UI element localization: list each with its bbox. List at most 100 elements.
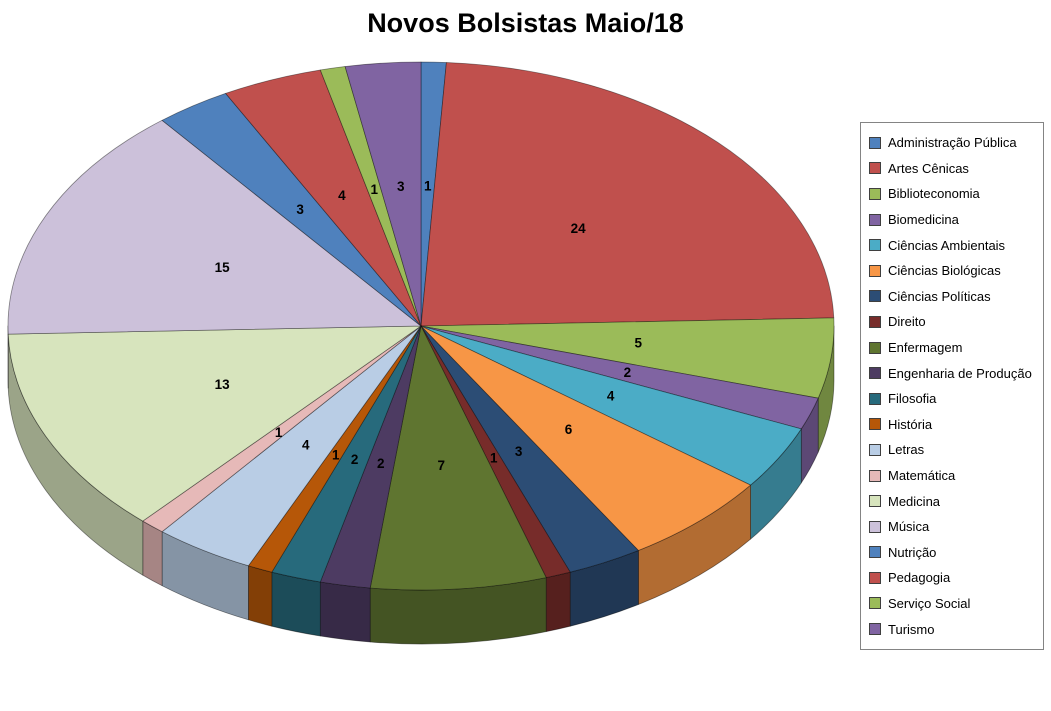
legend-item-ciencias-biologicas: Ciências Biológicas <box>869 258 1035 284</box>
data-label-matematica: 1 <box>275 425 283 440</box>
legend-item-direito: Direito <box>869 309 1035 335</box>
legend-label-ciencias-biologicas: Ciências Biológicas <box>888 263 1001 279</box>
pie-slice-side-engenharia-de-producao <box>319 581 371 643</box>
legend-item-artes-cenicas: Artes Cênicas <box>869 156 1035 182</box>
legend-item-administracao-publica: Administração Pública <box>869 130 1035 156</box>
data-label-biblioteconomia: 5 <box>634 336 642 351</box>
pie-slice-enfermagem <box>369 325 547 591</box>
pie-slice-artes-cenicas <box>420 62 835 327</box>
legend-swatch-engenharia-de-producao <box>869 367 881 380</box>
legend-swatch-enfermagem <box>869 341 881 354</box>
legend-item-biomedicina: Biomedicina <box>869 207 1035 233</box>
data-label-engenharia-de-producao: 2 <box>377 456 385 471</box>
legend-swatch-filosofia <box>869 392 881 405</box>
legend-label-turismo: Turismo <box>888 621 935 637</box>
legend-item-turismo: Turismo <box>869 616 1035 642</box>
pie-slice-ciencias-ambientais <box>420 325 802 486</box>
pie-slice-filosofia <box>271 325 422 583</box>
pie-slice-ciencias-politicas <box>420 325 639 573</box>
legend-item-ciencias-ambientais: Ciências Ambientais <box>869 232 1035 258</box>
data-label-enfermagem: 7 <box>437 458 445 473</box>
legend-label-filosofia: Filosofia <box>888 391 937 407</box>
legend-label-pedagogia: Pedagogia <box>888 570 951 586</box>
legend-item-pedagogia: Pedagogia <box>869 565 1035 591</box>
pie-slice-side-historia <box>248 565 273 627</box>
legend-swatch-medicina <box>869 495 881 508</box>
legend-label-historia: História <box>888 416 933 432</box>
legend-swatch-ciencias-ambientais <box>869 239 881 252</box>
legend-swatch-matematica <box>869 469 881 482</box>
legend-swatch-administracao-publica <box>869 136 881 149</box>
legend-swatch-historia <box>869 418 881 431</box>
legend-swatch-biomedicina <box>869 213 881 226</box>
legend-item-nutricao: Nutrição <box>869 540 1035 566</box>
legend-swatch-ciencias-biologicas <box>869 264 881 277</box>
pie-slice-medicina <box>7 325 422 522</box>
pie-slice-pedagogia <box>225 69 422 327</box>
legend-item-letras: Letras <box>869 437 1035 463</box>
legend-label-biomedicina: Biomedicina <box>888 212 959 228</box>
legend-swatch-turismo <box>869 623 881 636</box>
data-label-administracao-publica: 1 <box>424 179 432 194</box>
pie-slice-administracao-publica <box>420 61 447 327</box>
pie-slice-biomedicina <box>420 325 819 430</box>
legend-label-matematica: Matemática <box>888 468 956 484</box>
legend-swatch-letras <box>869 443 881 456</box>
pie-slice-engenharia-de-producao <box>319 325 422 589</box>
pie-slice-side-matematica <box>142 520 163 587</box>
legend-label-medicina: Medicina <box>888 493 941 509</box>
pie-slice-musica <box>7 119 422 335</box>
legend-item-historia: História <box>869 412 1035 438</box>
legend-label-servico-social: Serviço Social <box>888 595 971 611</box>
pie-slice-historia <box>248 325 422 573</box>
legend-swatch-ciencias-politicas <box>869 290 881 303</box>
legend-item-biblioteconomia: Biblioteconomia <box>869 181 1035 207</box>
legend-swatch-artes-cenicas <box>869 162 881 175</box>
data-label-musica: 15 <box>215 260 231 275</box>
pie-slice-letras <box>161 325 422 567</box>
legend-item-enfermagem: Enfermagem <box>869 335 1035 361</box>
legend-label-biblioteconomia: Biblioteconomia <box>888 186 980 202</box>
legend: Administração Pública Artes Cênicas Biblio… <box>860 122 1044 650</box>
legend-label-ciencias-ambientais: Ciências Ambientais <box>888 237 1006 253</box>
data-label-direito: 1 <box>490 451 498 466</box>
legend-label-letras: Letras <box>888 442 925 458</box>
legend-label-administracao-publica: Administração Pública <box>888 135 1017 151</box>
legend-item-servico-social: Serviço Social <box>869 591 1035 617</box>
pie-slice-direito <box>420 325 571 578</box>
pie-slice-servico-social <box>319 66 422 327</box>
legend-swatch-biblioteconomia <box>869 187 881 200</box>
data-label-turismo: 3 <box>397 179 405 194</box>
legend-swatch-direito <box>869 315 881 328</box>
data-label-medicina: 13 <box>215 377 231 392</box>
data-label-nutricao: 3 <box>296 202 304 217</box>
legend-label-ciencias-politicas: Ciências Políticas <box>888 288 991 304</box>
legend-label-musica: Música <box>888 519 930 535</box>
data-label-biomedicina: 2 <box>624 365 632 380</box>
legend-item-medicina: Medicina <box>869 488 1035 514</box>
data-label-pedagogia: 4 <box>338 188 346 203</box>
legend-label-nutricao: Nutrição <box>888 544 937 560</box>
data-label-historia: 1 <box>332 447 340 462</box>
legend-swatch-servico-social <box>869 597 881 610</box>
pie-slice-side-filosofia <box>271 571 321 637</box>
data-label-servico-social: 1 <box>370 182 378 197</box>
chart-title: Novos Bolsistas Maio/18 <box>367 8 684 38</box>
pie-slice-nutricao <box>161 93 422 327</box>
data-label-letras: 4 <box>302 438 310 453</box>
legend-swatch-nutricao <box>869 546 881 559</box>
data-label-artes-cenicas: 24 <box>571 221 587 236</box>
data-label-ciencias-biologicas: 6 <box>565 422 573 437</box>
data-label-ciencias-politicas: 3 <box>515 444 523 459</box>
legend-item-ciencias-politicas: Ciências Políticas <box>869 284 1035 310</box>
legend-label-engenharia-de-producao: Engenharia de Produção <box>888 365 1032 381</box>
data-label-ciencias-ambientais: 4 <box>607 389 615 404</box>
legend-label-enfermagem: Enfermagem <box>888 340 963 356</box>
legend-label-artes-cenicas: Artes Cênicas <box>888 160 969 176</box>
data-label-filosofia: 2 <box>351 452 359 467</box>
legend-item-engenharia-de-producao: Engenharia de Produção <box>869 360 1035 386</box>
pie-slice-biblioteconomia <box>420 317 835 399</box>
legend-swatch-pedagogia <box>869 571 881 584</box>
